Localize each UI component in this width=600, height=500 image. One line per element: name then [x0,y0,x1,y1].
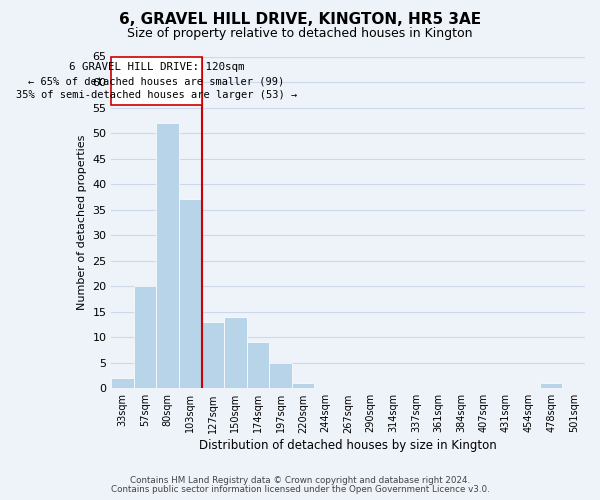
Bar [540,383,562,388]
Text: 35% of semi-detached houses are larger (53) →: 35% of semi-detached houses are larger (… [16,90,297,101]
Bar [269,363,292,388]
Text: 6 GRAVEL HILL DRIVE: 120sqm: 6 GRAVEL HILL DRIVE: 120sqm [68,62,244,72]
Text: Contains HM Land Registry data © Crown copyright and database right 2024.: Contains HM Land Registry data © Crown c… [130,476,470,485]
Bar [247,342,269,388]
Bar [157,123,179,388]
Y-axis label: Number of detached properties: Number of detached properties [77,134,87,310]
Bar [179,200,202,388]
Bar [134,286,157,388]
Text: ← 65% of detached houses are smaller (99): ← 65% of detached houses are smaller (99… [28,76,284,86]
Text: Contains public sector information licensed under the Open Government Licence v3: Contains public sector information licen… [110,485,490,494]
Bar [202,322,224,388]
Text: 6, GRAVEL HILL DRIVE, KINGTON, HR5 3AE: 6, GRAVEL HILL DRIVE, KINGTON, HR5 3AE [119,12,481,28]
Text: Size of property relative to detached houses in Kington: Size of property relative to detached ho… [127,28,473,40]
Bar [292,383,314,388]
FancyBboxPatch shape [112,56,202,105]
X-axis label: Distribution of detached houses by size in Kington: Distribution of detached houses by size … [199,440,497,452]
Bar [224,317,247,388]
Bar [112,378,134,388]
